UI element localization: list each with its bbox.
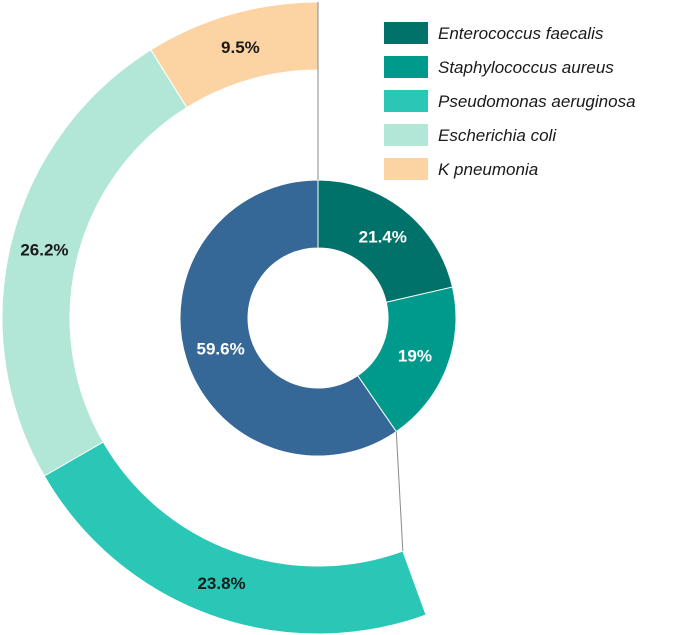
legend-swatch-staphylococcus-aureus bbox=[384, 56, 428, 78]
outer-slice-label-3: 9.5% bbox=[221, 38, 260, 57]
connector-lines bbox=[317, 2, 404, 552]
legend-label-staphylococcus-aureus: Staphylococcus aureus bbox=[438, 58, 614, 77]
inner-slice-label-2: 19% bbox=[398, 347, 432, 366]
legend-swatch-k-pneumonia bbox=[384, 158, 428, 180]
inner-slice-2 bbox=[357, 286, 457, 433]
inner-ring bbox=[179, 179, 457, 457]
legend-label-k-pneumonia: K pneumonia bbox=[438, 160, 538, 179]
inner-slice-3 bbox=[179, 179, 397, 457]
outer-slice-label-2: 26.2% bbox=[20, 241, 68, 260]
inner-slice-1 bbox=[317, 179, 454, 303]
legend-swatch-enterococcus-faecalis bbox=[384, 22, 428, 44]
legend-swatch-escherichia-coli bbox=[384, 124, 428, 146]
legend-label-pseudomonas-aeruginosa: Pseudomonas aeruginosa bbox=[438, 92, 636, 111]
connector-line-bottom bbox=[395, 431, 404, 552]
legend-label-enterococcus-faecalis: Enterococcus faecalis bbox=[438, 24, 604, 43]
data-labels: 21.4% 19% 59.6% 23.8% 26.2% 9.5% bbox=[20, 38, 432, 593]
outer-slice-label-1: 23.8% bbox=[197, 574, 245, 593]
legend-swatch-pseudomonas-aeruginosa bbox=[384, 90, 428, 112]
legend-label-escherichia-coli: Escherichia coli bbox=[438, 126, 557, 145]
legend: Enterococcus faecalis Staphylococcus aure… bbox=[384, 22, 636, 180]
outer-slice-1 bbox=[43, 441, 427, 635]
outer-slice-2 bbox=[1, 49, 188, 477]
inner-slice-label-3: 59.6% bbox=[197, 339, 245, 358]
inner-slice-label-1: 21.4% bbox=[359, 228, 407, 247]
